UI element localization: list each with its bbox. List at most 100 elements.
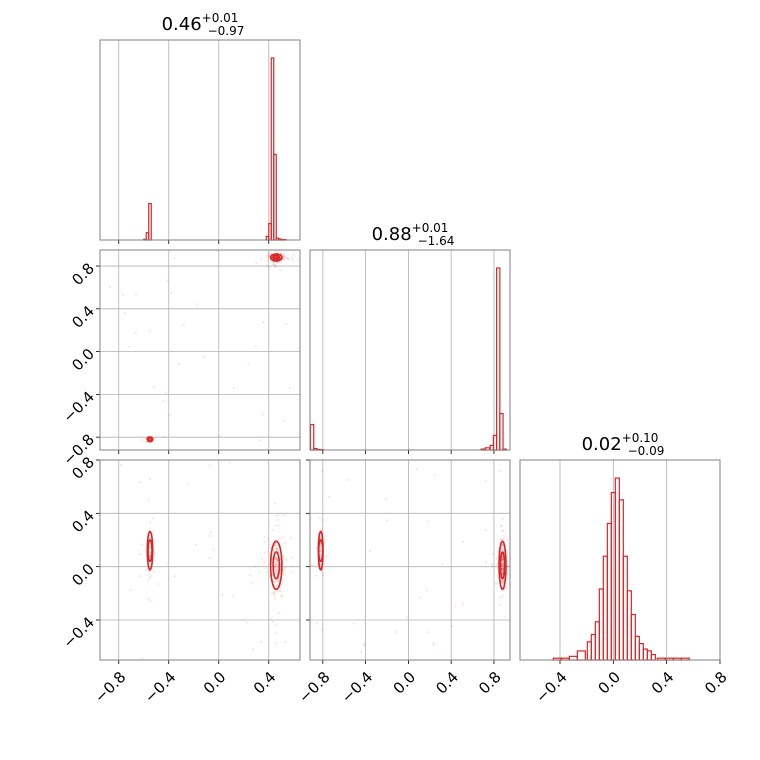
sample-point — [274, 524, 278, 527]
sample-point — [273, 591, 276, 594]
sample-point — [274, 266, 277, 269]
sample-point — [426, 520, 429, 523]
sample-point — [274, 560, 277, 563]
sample-point — [425, 589, 428, 592]
sample-point — [368, 549, 371, 552]
sample-point — [501, 594, 504, 597]
sample-point — [271, 592, 274, 595]
sample-point — [282, 258, 286, 261]
sample-point — [277, 514, 280, 517]
sample-point — [274, 547, 277, 550]
sample-point — [276, 583, 279, 587]
title-upper-error: +0.01 — [412, 221, 449, 235]
sample-point — [282, 514, 285, 517]
sample-point — [284, 257, 288, 260]
sample-point — [245, 621, 248, 624]
sample-point — [505, 586, 508, 589]
sample-point — [267, 247, 269, 249]
sample-point — [432, 643, 435, 646]
y-tick-label: 0.8 — [68, 259, 98, 289]
sample-point — [280, 252, 283, 255]
sample-point — [273, 256, 277, 259]
sample-point — [501, 543, 504, 547]
sample-point — [395, 630, 398, 633]
panel-2-2 — [519, 459, 721, 664]
sample-point — [273, 592, 276, 595]
sample-point — [278, 589, 281, 592]
sample-point — [500, 524, 503, 527]
sample-point — [265, 256, 268, 259]
sample-point — [454, 605, 457, 608]
sample-point — [165, 562, 168, 565]
sample-point — [195, 543, 198, 546]
sample-point — [276, 563, 279, 566]
sample-point — [511, 550, 513, 552]
sample-point — [319, 552, 322, 555]
sample-point — [485, 561, 488, 564]
sample-point — [501, 558, 504, 562]
sample-point — [273, 544, 276, 547]
sample-point — [319, 555, 322, 558]
sample-point — [140, 543, 143, 546]
title-median: 0.88 — [372, 224, 412, 245]
sample-point — [311, 564, 314, 567]
y-tick-label: −0.4 — [60, 613, 98, 651]
sample-point — [275, 256, 278, 260]
x-tick-label: −0.8 — [295, 668, 333, 706]
sample-point — [134, 331, 137, 334]
sample-point — [275, 579, 278, 582]
sample-point — [282, 255, 285, 258]
sample-point — [321, 628, 324, 631]
sample-point — [203, 356, 206, 359]
sample-point — [278, 580, 281, 583]
sample-point — [164, 391, 167, 394]
sample-point — [268, 543, 271, 546]
sample-point — [506, 578, 509, 581]
sample-point — [499, 596, 503, 600]
panel-frame — [99, 249, 301, 451]
sample-point — [273, 264, 277, 268]
sample-point — [291, 570, 294, 573]
sample-point — [501, 529, 504, 532]
sample-point — [276, 584, 279, 588]
panel-frame — [519, 459, 721, 661]
sample-point — [506, 572, 509, 575]
sample-point — [275, 623, 278, 626]
sample-point — [221, 593, 224, 596]
sample-point — [148, 554, 151, 557]
sample-point — [406, 616, 409, 619]
sample-point — [491, 565, 494, 568]
sample-point — [275, 568, 278, 571]
sample-point — [500, 564, 504, 567]
sample-point — [269, 540, 272, 543]
sample-point — [149, 478, 152, 481]
sample-point — [149, 521, 152, 524]
sample-point — [279, 590, 282, 593]
sample-point — [494, 582, 497, 586]
sample-point — [282, 252, 285, 256]
sample-point — [501, 556, 504, 559]
sample-point — [461, 603, 464, 606]
sample-point — [242, 618, 245, 621]
density-contour — [317, 530, 324, 571]
sample-point — [278, 611, 281, 614]
sample-point — [139, 552, 142, 556]
sample-point — [360, 651, 363, 654]
sample-point — [275, 580, 279, 583]
sample-point — [267, 256, 270, 259]
sample-point — [283, 573, 287, 577]
sample-point — [501, 537, 505, 540]
sample-point — [274, 256, 277, 259]
sample-point — [170, 291, 173, 294]
sample-point — [501, 565, 505, 568]
sample-point — [148, 438, 151, 441]
sample-point — [212, 548, 215, 551]
density-contour — [499, 551, 506, 580]
sample-point — [149, 575, 152, 578]
x-tick-label: −0.4 — [532, 668, 570, 706]
sample-point — [274, 563, 278, 566]
sample-point — [208, 464, 211, 467]
sample-point — [273, 548, 276, 551]
sample-point — [149, 551, 152, 554]
sample-point — [109, 286, 112, 289]
